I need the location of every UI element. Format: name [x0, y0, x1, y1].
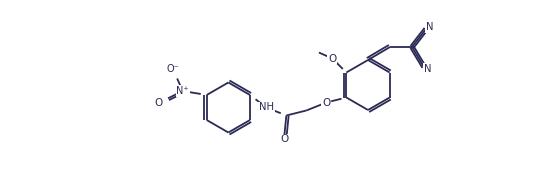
Text: N: N	[426, 22, 434, 32]
Text: O: O	[322, 98, 331, 108]
Text: N⁺: N⁺	[176, 86, 189, 96]
Text: N: N	[424, 64, 432, 74]
Text: O: O	[328, 54, 336, 64]
Text: O⁻: O⁻	[166, 64, 179, 74]
Text: NH: NH	[259, 103, 274, 112]
Text: O: O	[154, 98, 163, 108]
Text: O: O	[280, 135, 288, 145]
